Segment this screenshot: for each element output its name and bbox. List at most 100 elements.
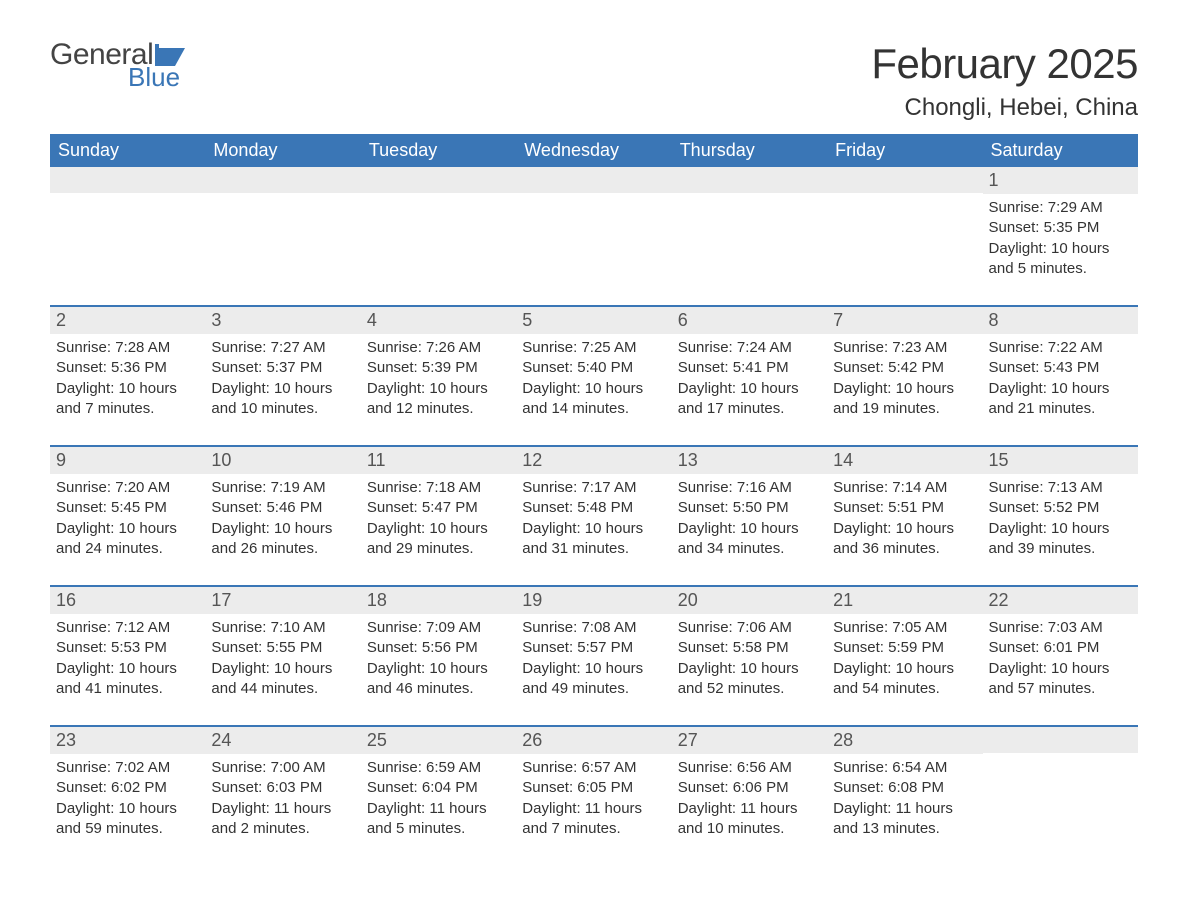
dl1-text: Daylight: 10 hours	[211, 379, 354, 399]
logo-text-blue: Blue	[128, 64, 180, 90]
dl2-text: and 26 minutes.	[211, 539, 354, 559]
sunset-text: Sunset: 5:39 PM	[367, 358, 510, 378]
sunrise-text: Sunrise: 7:06 AM	[678, 618, 821, 638]
sunset-text: Sunset: 5:35 PM	[989, 218, 1132, 238]
calendar-cell: 7Sunrise: 7:23 AMSunset: 5:42 PMDaylight…	[827, 307, 982, 427]
sunrise-text: Sunrise: 6:59 AM	[367, 758, 510, 778]
sunset-text: Sunset: 6:03 PM	[211, 778, 354, 798]
week-row: 9Sunrise: 7:20 AMSunset: 5:45 PMDaylight…	[50, 445, 1138, 567]
day-header: Friday	[827, 134, 982, 167]
sunset-text: Sunset: 6:01 PM	[989, 638, 1132, 658]
cell-body: Sunrise: 7:28 AMSunset: 5:36 PMDaylight:…	[50, 334, 205, 425]
calendar-cell: 15Sunrise: 7:13 AMSunset: 5:52 PMDayligh…	[983, 447, 1138, 567]
sunrise-text: Sunrise: 7:10 AM	[211, 618, 354, 638]
dl1-text: Daylight: 11 hours	[833, 799, 976, 819]
sunset-text: Sunset: 5:42 PM	[833, 358, 976, 378]
calendar-cell	[827, 167, 982, 287]
daynum-row: 14	[827, 447, 982, 474]
cell-body: Sunrise: 7:09 AMSunset: 5:56 PMDaylight:…	[361, 614, 516, 705]
dl2-text: and 59 minutes.	[56, 819, 199, 839]
sunrise-text: Sunrise: 7:24 AM	[678, 338, 821, 358]
dl1-text: Daylight: 10 hours	[989, 659, 1132, 679]
sunrise-text: Sunrise: 7:02 AM	[56, 758, 199, 778]
dl1-text: Daylight: 10 hours	[522, 379, 665, 399]
dl1-text: Daylight: 10 hours	[367, 519, 510, 539]
day-number: 26	[522, 730, 542, 750]
dl2-text: and 31 minutes.	[522, 539, 665, 559]
calendar-cell	[205, 167, 360, 287]
calendar-cell: 22Sunrise: 7:03 AMSunset: 6:01 PMDayligh…	[983, 587, 1138, 707]
sunset-text: Sunset: 5:57 PM	[522, 638, 665, 658]
dl1-text: Daylight: 10 hours	[56, 379, 199, 399]
dl1-text: Daylight: 10 hours	[833, 519, 976, 539]
cell-body: Sunrise: 7:19 AMSunset: 5:46 PMDaylight:…	[205, 474, 360, 565]
day-number: 1	[989, 170, 999, 190]
sunset-text: Sunset: 5:58 PM	[678, 638, 821, 658]
dl2-text: and 13 minutes.	[833, 819, 976, 839]
dl2-text: and 10 minutes.	[678, 819, 821, 839]
calendar-cell: 19Sunrise: 7:08 AMSunset: 5:57 PMDayligh…	[516, 587, 671, 707]
sunrise-text: Sunrise: 7:17 AM	[522, 478, 665, 498]
daynum-row	[205, 167, 360, 193]
sunrise-text: Sunrise: 7:03 AM	[989, 618, 1132, 638]
day-number: 16	[56, 590, 76, 610]
dl2-text: and 57 minutes.	[989, 679, 1132, 699]
sunset-text: Sunset: 5:36 PM	[56, 358, 199, 378]
cell-body: Sunrise: 7:03 AMSunset: 6:01 PMDaylight:…	[983, 614, 1138, 705]
cell-body: Sunrise: 6:54 AMSunset: 6:08 PMDaylight:…	[827, 754, 982, 845]
calendar-cell: 21Sunrise: 7:05 AMSunset: 5:59 PMDayligh…	[827, 587, 982, 707]
dl2-text: and 7 minutes.	[522, 819, 665, 839]
cell-body: Sunrise: 7:14 AMSunset: 5:51 PMDaylight:…	[827, 474, 982, 565]
daynum-row: 8	[983, 307, 1138, 334]
sunset-text: Sunset: 5:59 PM	[833, 638, 976, 658]
daynum-row: 1	[983, 167, 1138, 194]
day-header: Monday	[205, 134, 360, 167]
cell-body: Sunrise: 7:24 AMSunset: 5:41 PMDaylight:…	[672, 334, 827, 425]
day-number: 20	[678, 590, 698, 610]
cell-body: Sunrise: 7:26 AMSunset: 5:39 PMDaylight:…	[361, 334, 516, 425]
calendar-cell: 26Sunrise: 6:57 AMSunset: 6:05 PMDayligh…	[516, 727, 671, 847]
day-number: 17	[211, 590, 231, 610]
cell-body: Sunrise: 7:18 AMSunset: 5:47 PMDaylight:…	[361, 474, 516, 565]
calendar-cell: 6Sunrise: 7:24 AMSunset: 5:41 PMDaylight…	[672, 307, 827, 427]
sunset-text: Sunset: 5:43 PM	[989, 358, 1132, 378]
daynum-row: 7	[827, 307, 982, 334]
day-number: 14	[833, 450, 853, 470]
calendar-cell	[983, 727, 1138, 847]
dl2-text: and 39 minutes.	[989, 539, 1132, 559]
daynum-row: 24	[205, 727, 360, 754]
sunrise-text: Sunrise: 7:20 AM	[56, 478, 199, 498]
sunset-text: Sunset: 5:40 PM	[522, 358, 665, 378]
daynum-row: 18	[361, 587, 516, 614]
calendar-cell: 1Sunrise: 7:29 AMSunset: 5:35 PMDaylight…	[983, 167, 1138, 287]
calendar-cell: 10Sunrise: 7:19 AMSunset: 5:46 PMDayligh…	[205, 447, 360, 567]
daynum-row: 17	[205, 587, 360, 614]
dl2-text: and 10 minutes.	[211, 399, 354, 419]
calendar-cell: 27Sunrise: 6:56 AMSunset: 6:06 PMDayligh…	[672, 727, 827, 847]
day-number: 12	[522, 450, 542, 470]
week-row: 2Sunrise: 7:28 AMSunset: 5:36 PMDaylight…	[50, 305, 1138, 427]
day-number: 18	[367, 590, 387, 610]
day-header: Saturday	[983, 134, 1138, 167]
month-title: February 2025	[871, 40, 1138, 88]
day-number: 5	[522, 310, 532, 330]
daynum-row: 22	[983, 587, 1138, 614]
dl2-text: and 34 minutes.	[678, 539, 821, 559]
daynum-row	[361, 167, 516, 193]
sunset-text: Sunset: 5:50 PM	[678, 498, 821, 518]
dl1-text: Daylight: 10 hours	[522, 519, 665, 539]
dl2-text: and 2 minutes.	[211, 819, 354, 839]
daynum-row: 3	[205, 307, 360, 334]
sunrise-text: Sunrise: 6:54 AM	[833, 758, 976, 778]
cell-body: Sunrise: 7:23 AMSunset: 5:42 PMDaylight:…	[827, 334, 982, 425]
calendar-cell: 23Sunrise: 7:02 AMSunset: 6:02 PMDayligh…	[50, 727, 205, 847]
daynum-row: 11	[361, 447, 516, 474]
daynum-row: 28	[827, 727, 982, 754]
sunset-text: Sunset: 6:06 PM	[678, 778, 821, 798]
dl2-text: and 54 minutes.	[833, 679, 976, 699]
cell-body: Sunrise: 7:06 AMSunset: 5:58 PMDaylight:…	[672, 614, 827, 705]
sunrise-text: Sunrise: 6:57 AM	[522, 758, 665, 778]
calendar-cell: 17Sunrise: 7:10 AMSunset: 5:55 PMDayligh…	[205, 587, 360, 707]
sunrise-text: Sunrise: 7:19 AM	[211, 478, 354, 498]
calendar-cell: 4Sunrise: 7:26 AMSunset: 5:39 PMDaylight…	[361, 307, 516, 427]
